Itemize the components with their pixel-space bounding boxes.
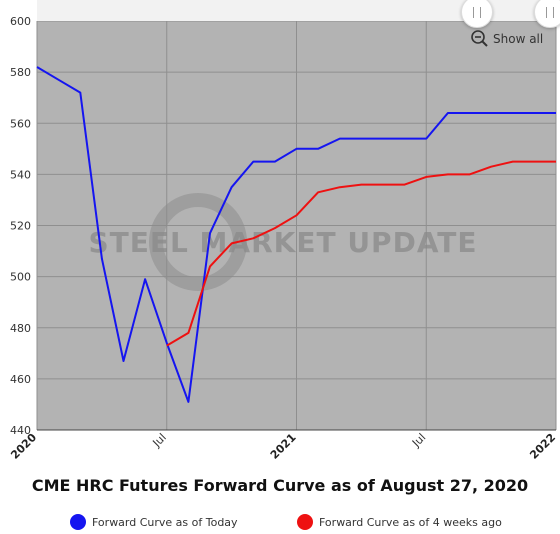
series-layer: [36, 66, 556, 403]
series-line-4-weeks-ago: [166, 160, 556, 347]
y-tick-label: 540: [10, 168, 31, 181]
chart-area: STEEL MARKET UPDATE 440 460 480 500 520 540 56…: [8, 0, 558, 462]
legend-item-today[interactable]: Forward Curve as of Today: [70, 514, 238, 530]
legend-item-4-weeks-ago[interactable]: Forward Curve as of 4 weeks ago: [297, 514, 502, 530]
y-tick-label: 600: [10, 15, 31, 28]
x-tick-label: Jul: [409, 431, 428, 450]
legend-label-today: Forward Curve as of Today: [92, 515, 238, 529]
watermark: STEEL MARKET UPDATE: [88, 193, 477, 291]
magnifier-minus-icon: [471, 30, 488, 47]
x-axis-ticks: 2020 Jul 2021 Jul 2022: [8, 431, 558, 462]
legend: Forward Curve as of Today Forward Curve …: [0, 514, 560, 534]
legend-marker-today: [70, 514, 86, 530]
navigator-band: [37, 0, 556, 21]
show-all-button[interactable]: Show all: [470, 29, 543, 48]
y-tick-label: 520: [10, 220, 31, 233]
y-tick-label: 580: [10, 66, 31, 79]
legend-marker-4-weeks-ago: [297, 514, 313, 530]
y-tick-label: 440: [10, 424, 31, 437]
x-tick-label: Jul: [150, 431, 169, 450]
legend-label-4-weeks-ago: Forward Curve as of 4 weeks ago: [319, 515, 502, 529]
x-tick-label: 2022: [527, 431, 558, 462]
y-tick-label: 480: [10, 322, 31, 335]
watermark-text: STEEL MARKET UPDATE: [88, 226, 477, 259]
x-tick-label: 2021: [268, 431, 299, 462]
y-axis-ticks: 440 460 480 500 520 540 560 580 600: [10, 15, 31, 437]
range-start-handle[interactable]: [461, 0, 493, 28]
range-end-handle[interactable]: [534, 0, 560, 28]
y-tick-label: 560: [10, 117, 31, 130]
y-tick-label: 500: [10, 271, 31, 284]
y-tick-label: 460: [10, 373, 31, 386]
series-line-today: [36, 66, 556, 403]
show-all-label: Show all: [493, 31, 544, 46]
chart-title: CME HRC Futures Forward Curve as of Augu…: [31, 476, 529, 495]
